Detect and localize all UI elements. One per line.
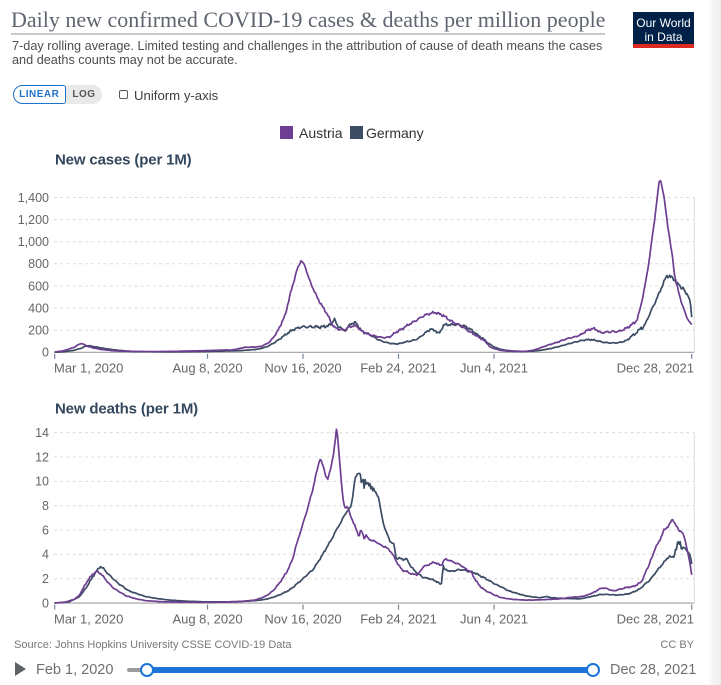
svg-text:Nov 16, 2020: Nov 16, 2020 <box>264 612 341 627</box>
svg-text:0: 0 <box>42 346 49 360</box>
svg-text:New cases (per 1M): New cases (per 1M) <box>55 152 192 169</box>
svg-text:400: 400 <box>28 301 49 315</box>
svg-text:Nov 16, 2020: Nov 16, 2020 <box>264 361 341 376</box>
svg-text:New deaths (per 1M): New deaths (per 1M) <box>55 401 198 418</box>
svg-text:2: 2 <box>42 572 49 586</box>
svg-text:6: 6 <box>42 523 49 537</box>
svg-text:4: 4 <box>42 548 49 562</box>
svg-text:Jun 4, 2021: Jun 4, 2021 <box>460 361 528 376</box>
svg-text:Feb 24, 2021: Feb 24, 2021 <box>360 361 437 376</box>
svg-text:Aug 8, 2020: Aug 8, 2020 <box>172 361 242 376</box>
svg-text:Dec 28, 2021: Dec 28, 2021 <box>617 361 694 376</box>
svg-text:Mar 1, 2020: Mar 1, 2020 <box>54 361 123 376</box>
svg-text:Jun 4, 2021: Jun 4, 2021 <box>460 612 528 627</box>
svg-text:12: 12 <box>35 450 49 464</box>
svg-text:800: 800 <box>28 257 49 271</box>
svg-text:1,000: 1,000 <box>18 235 49 249</box>
svg-text:Aug 8, 2020: Aug 8, 2020 <box>172 612 242 627</box>
svg-text:8: 8 <box>42 499 49 513</box>
svg-text:10: 10 <box>35 475 49 489</box>
svg-text:Mar 1, 2020: Mar 1, 2020 <box>54 612 123 627</box>
svg-text:Feb 24, 2021: Feb 24, 2021 <box>360 612 437 627</box>
svg-text:14: 14 <box>35 426 49 440</box>
svg-text:1,400: 1,400 <box>18 191 49 205</box>
svg-text:600: 600 <box>28 279 49 293</box>
svg-text:Dec 28, 2021: Dec 28, 2021 <box>617 612 694 627</box>
svg-text:1,200: 1,200 <box>18 213 49 227</box>
svg-text:0: 0 <box>42 596 49 610</box>
svg-text:200: 200 <box>28 324 49 338</box>
